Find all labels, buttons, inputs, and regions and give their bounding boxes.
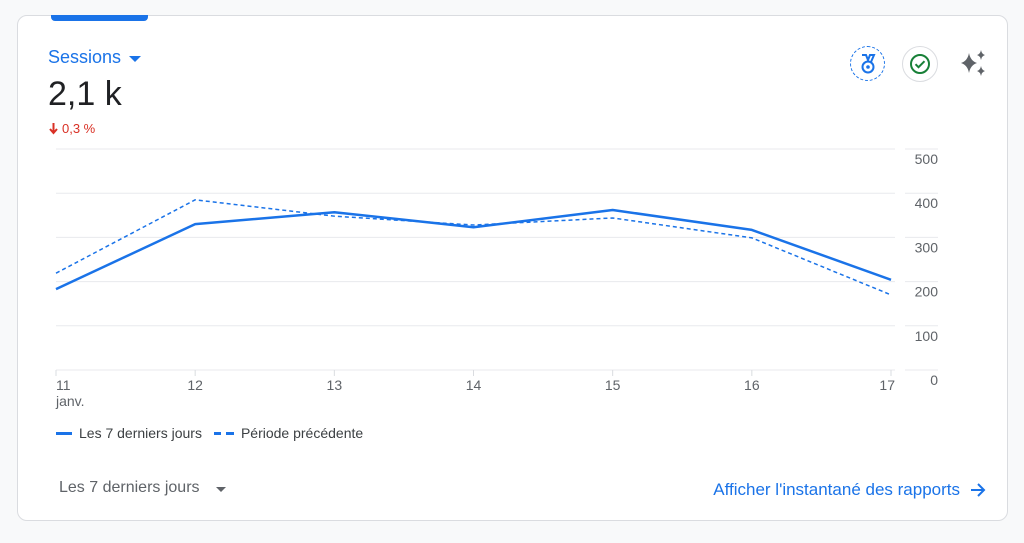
x-month-label: janv.	[55, 393, 85, 409]
chart-legend: Les 7 derniers jours Période précédente	[56, 425, 375, 441]
y-tick-label: 0	[930, 372, 938, 388]
sessions-card	[17, 15, 1008, 521]
caret-down-icon	[215, 486, 226, 492]
previous-period-line	[55, 199, 892, 296]
x-tick-label: 16	[744, 377, 760, 393]
date-range-dropdown[interactable]: Les 7 derniers jours	[59, 479, 226, 497]
x-tick-label: 15	[605, 377, 621, 393]
metric-label: Sessions	[48, 47, 122, 67]
metric-value: 2,1 k	[48, 75, 122, 113]
x-tick-label: 11	[56, 377, 71, 393]
delta-value: 0,3 %	[62, 121, 96, 136]
date-range-label: Les 7 derniers jours	[59, 479, 200, 496]
arrow-right-icon	[971, 483, 986, 497]
delta-badge: 0,3 %	[49, 121, 95, 136]
metric-dropdown[interactable]: Sessions	[48, 47, 142, 68]
view-reports-snapshot-link[interactable]: Afficher l'instantané des rapports	[713, 480, 986, 500]
current-period-line	[55, 208, 892, 291]
sparkle-insights-icon[interactable]	[955, 45, 991, 81]
y-tick-label: 200	[915, 284, 939, 300]
dashed-line-swatch	[213, 431, 234, 435]
sessions-line-chart: 0 100 200 300 400 500 11 12 13 14 15 16 17 janv.	[55, 148, 939, 409]
check-circle-icon[interactable]	[902, 46, 938, 82]
x-tick-label: 13	[327, 377, 343, 393]
y-tick-label: 300	[915, 239, 939, 255]
legend-item-current[interactable]: Les 7 derniers jours	[56, 425, 202, 441]
y-tick-label: 500	[915, 151, 939, 167]
link-label: Afficher l'instantané des rapports	[713, 480, 960, 499]
y-tick-label: 400	[915, 195, 939, 211]
x-tick-label: 14	[466, 377, 482, 393]
x-tick-label: 17	[879, 377, 895, 393]
selected-tab-indicator	[51, 15, 148, 21]
legend-item-previous[interactable]: Période précédente	[213, 425, 364, 441]
achievement-badge-icon[interactable]	[850, 46, 885, 81]
y-tick-label: 100	[915, 328, 939, 344]
arrow-down-icon	[49, 122, 58, 135]
legend-label-current: Les 7 derniers jours	[79, 425, 202, 441]
solid-line-swatch	[56, 431, 72, 435]
caret-down-icon	[129, 55, 142, 62]
legend-label-previous: Période précédente	[240, 425, 364, 441]
x-tick-label: 12	[187, 377, 203, 393]
